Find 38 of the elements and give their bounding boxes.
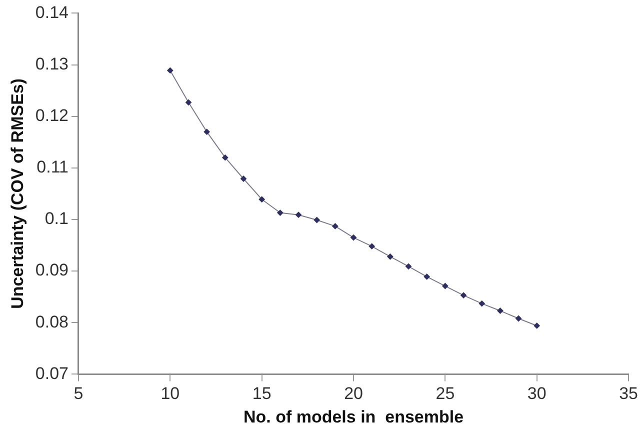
x-axis-title: No. of models in ensemble (243, 407, 464, 426)
point (534, 322, 540, 329)
point (350, 234, 357, 241)
point (314, 217, 320, 223)
point (424, 274, 430, 280)
y-tick-label: 0.09 (35, 260, 68, 280)
point (204, 128, 210, 135)
point (387, 254, 394, 260)
x-tick-label: 20 (344, 384, 363, 404)
y-tick-label: 0.13 (35, 54, 68, 74)
x-tick-label: 15 (252, 384, 272, 404)
point (332, 223, 338, 230)
point (497, 308, 504, 314)
y-tick-label: 0.12 (35, 106, 68, 126)
point (442, 283, 448, 290)
point (368, 243, 375, 250)
x-tick-label: 25 (436, 384, 455, 404)
y-tick-label: 0.11 (36, 158, 68, 177)
point (222, 154, 228, 161)
y-axis-title: Uncertainty (COV of RMSEs) (8, 78, 27, 309)
x-tick-label: 35 (619, 384, 638, 404)
point (296, 212, 302, 218)
point (240, 176, 247, 182)
x-tick-label: 10 (160, 384, 180, 404)
x-tick-label: 5 (74, 384, 84, 404)
x-tick-label: 30 (527, 384, 546, 404)
point (186, 99, 192, 106)
y-tick-label: 0.1 (44, 209, 68, 228)
y-tick-label: 0.07 (35, 364, 68, 383)
point (258, 196, 265, 202)
point (516, 316, 522, 322)
point (277, 210, 284, 216)
point (460, 292, 467, 298)
y-tick-label: 0.08 (35, 312, 68, 332)
point (478, 300, 485, 307)
y-tick-label: 0.14 (35, 2, 68, 22)
point (406, 263, 412, 270)
point (167, 67, 174, 74)
